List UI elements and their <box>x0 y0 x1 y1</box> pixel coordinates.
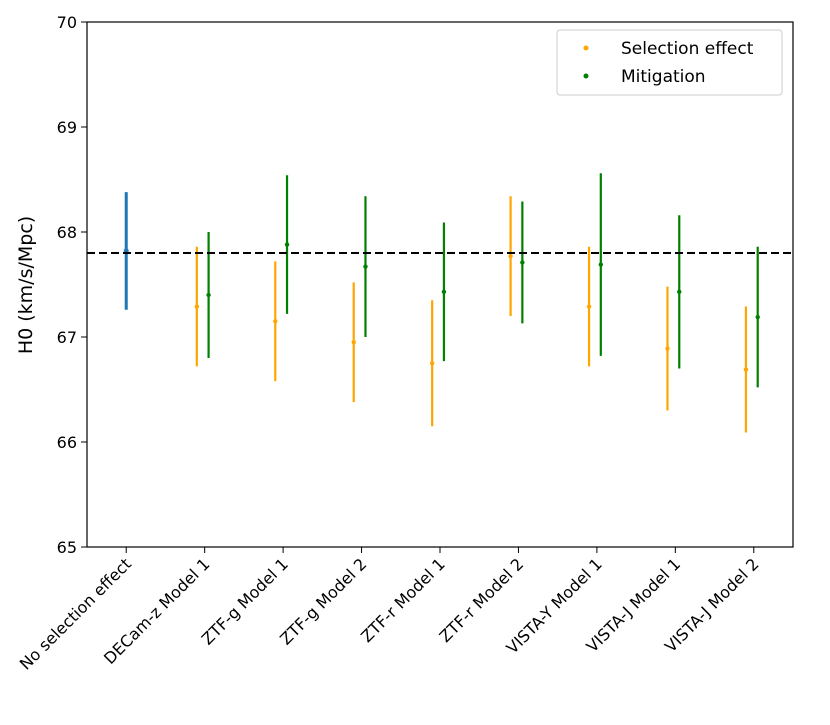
legend-box <box>556 29 783 96</box>
point <box>363 264 368 269</box>
point <box>665 346 670 351</box>
y-tick-label: 68 <box>57 223 77 242</box>
point <box>284 242 290 247</box>
point <box>755 314 760 320</box>
y-tick-label: 69 <box>57 118 77 137</box>
y-tick-label: 70 <box>57 13 77 32</box>
point <box>206 292 211 298</box>
point <box>429 361 435 366</box>
y-tick-label: 66 <box>57 433 77 452</box>
point <box>743 367 749 372</box>
point <box>508 253 513 259</box>
point <box>586 304 592 309</box>
y-axis-label: H0 (km/s/Mpc) <box>15 216 37 354</box>
point <box>677 289 682 295</box>
y-tick-label: 65 <box>57 538 77 557</box>
legend-marker <box>583 45 589 51</box>
point <box>351 340 356 345</box>
point <box>441 289 447 295</box>
plot-frame <box>86 21 794 548</box>
y-tick-label: 67 <box>57 328 77 347</box>
point <box>273 319 278 324</box>
point <box>520 260 525 265</box>
legend-marker <box>583 73 589 79</box>
legend-label: Selection effect <box>621 39 754 59</box>
legend-label: Mitigation <box>621 67 706 87</box>
point <box>598 262 604 267</box>
point <box>194 304 200 309</box>
